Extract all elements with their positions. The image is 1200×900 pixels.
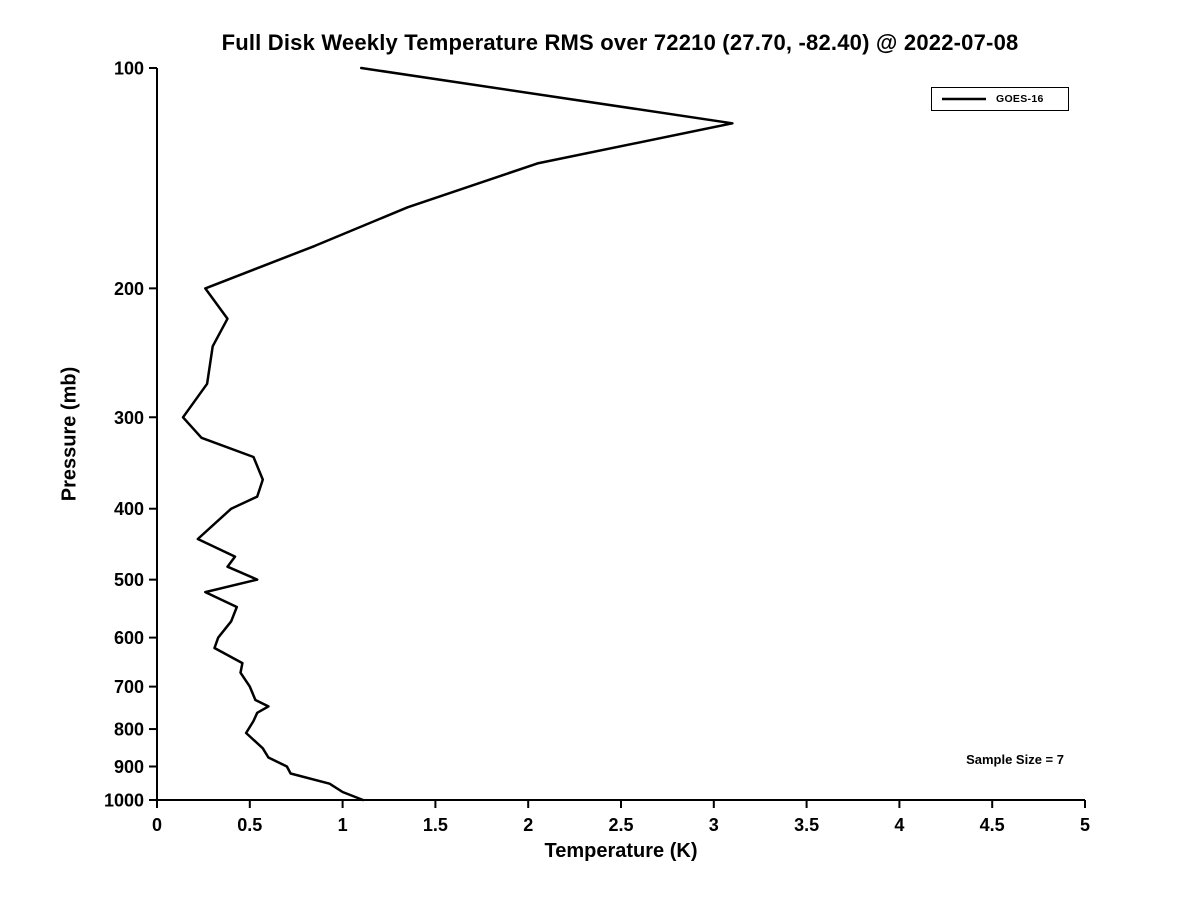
y-tick-label: 700 [114,677,144,697]
y-tick-label: 200 [114,279,144,299]
y-tick-label: 400 [114,499,144,519]
series-line-goes-16 [181,66,734,802]
y-tick-label: 600 [114,628,144,648]
y-tick-label: 500 [114,570,144,590]
legend-label: GOES-16 [996,93,1044,105]
x-tick-label: 2 [523,815,533,835]
y-tick-label: 1000 [104,791,144,811]
x-tick-label: 3.5 [794,815,819,835]
y-tick-label: 800 [114,720,144,740]
x-tick-label: 4.5 [980,815,1005,835]
sample-size-annotation: Sample Size = 7 [966,752,1064,767]
y-tick-label: 900 [114,757,144,777]
legend: GOES-16 [931,87,1069,111]
x-tick-label: 1.5 [423,815,448,835]
y-tick-label: 300 [114,408,144,428]
x-tick-label: 0 [152,815,162,835]
x-tick-label: 4 [894,815,904,835]
x-tick-label: 5 [1080,815,1090,835]
legend-line-sample [942,97,986,101]
x-axis-label: Temperature (K) [544,840,698,862]
chart-title: Full Disk Weekly Temperature RMS over 72… [221,30,1019,55]
y-tick-label: 100 [114,59,144,79]
x-tick-label: 2.5 [608,815,633,835]
x-tick-label: 3 [709,815,719,835]
x-tick-label: 1 [338,815,348,835]
x-tick-label: 0.5 [237,815,262,835]
